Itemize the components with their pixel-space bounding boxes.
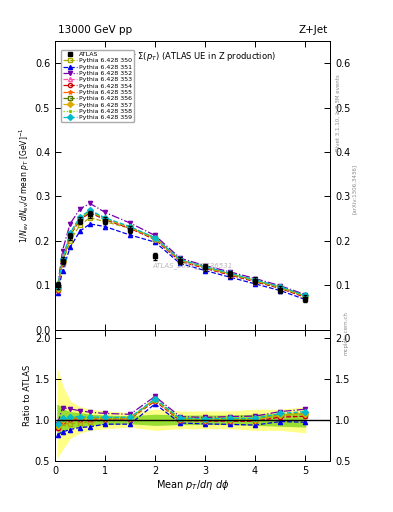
Legend: ATLAS, Pythia 6.428 350, Pythia 6.428 351, Pythia 6.428 352, Pythia 6.428 353, P: ATLAS, Pythia 6.428 350, Pythia 6.428 35… <box>61 50 134 122</box>
Text: Rivet 3.1.10, ≥ 2.3M events: Rivet 3.1.10, ≥ 2.3M events <box>336 74 341 151</box>
Y-axis label: Ratio to ATLAS: Ratio to ATLAS <box>23 365 32 426</box>
Text: ATLAS_2019_I1736531: ATLAS_2019_I1736531 <box>152 263 233 269</box>
Text: 13000 GeV pp: 13000 GeV pp <box>58 25 132 35</box>
Text: mcplots.cern.ch: mcplots.cern.ch <box>344 311 349 355</box>
Text: Scalar $\Sigma(p_T)$ (ATLAS UE in Z production): Scalar $\Sigma(p_T)$ (ATLAS UE in Z prod… <box>109 50 276 62</box>
Text: Z+Jet: Z+Jet <box>298 25 327 35</box>
X-axis label: Mean $p_T/d\eta\ d\phi$: Mean $p_T/d\eta\ d\phi$ <box>156 478 229 493</box>
Y-axis label: $1/N_\mathrm{ev}\ dN_\mathrm{ev}/d\ \mathrm{mean}\ p_T\ [\mathrm{GeV}]^{-1}$: $1/N_\mathrm{ev}\ dN_\mathrm{ev}/d\ \mat… <box>18 127 32 243</box>
Text: [arXiv:1306.3436]: [arXiv:1306.3436] <box>352 164 357 215</box>
